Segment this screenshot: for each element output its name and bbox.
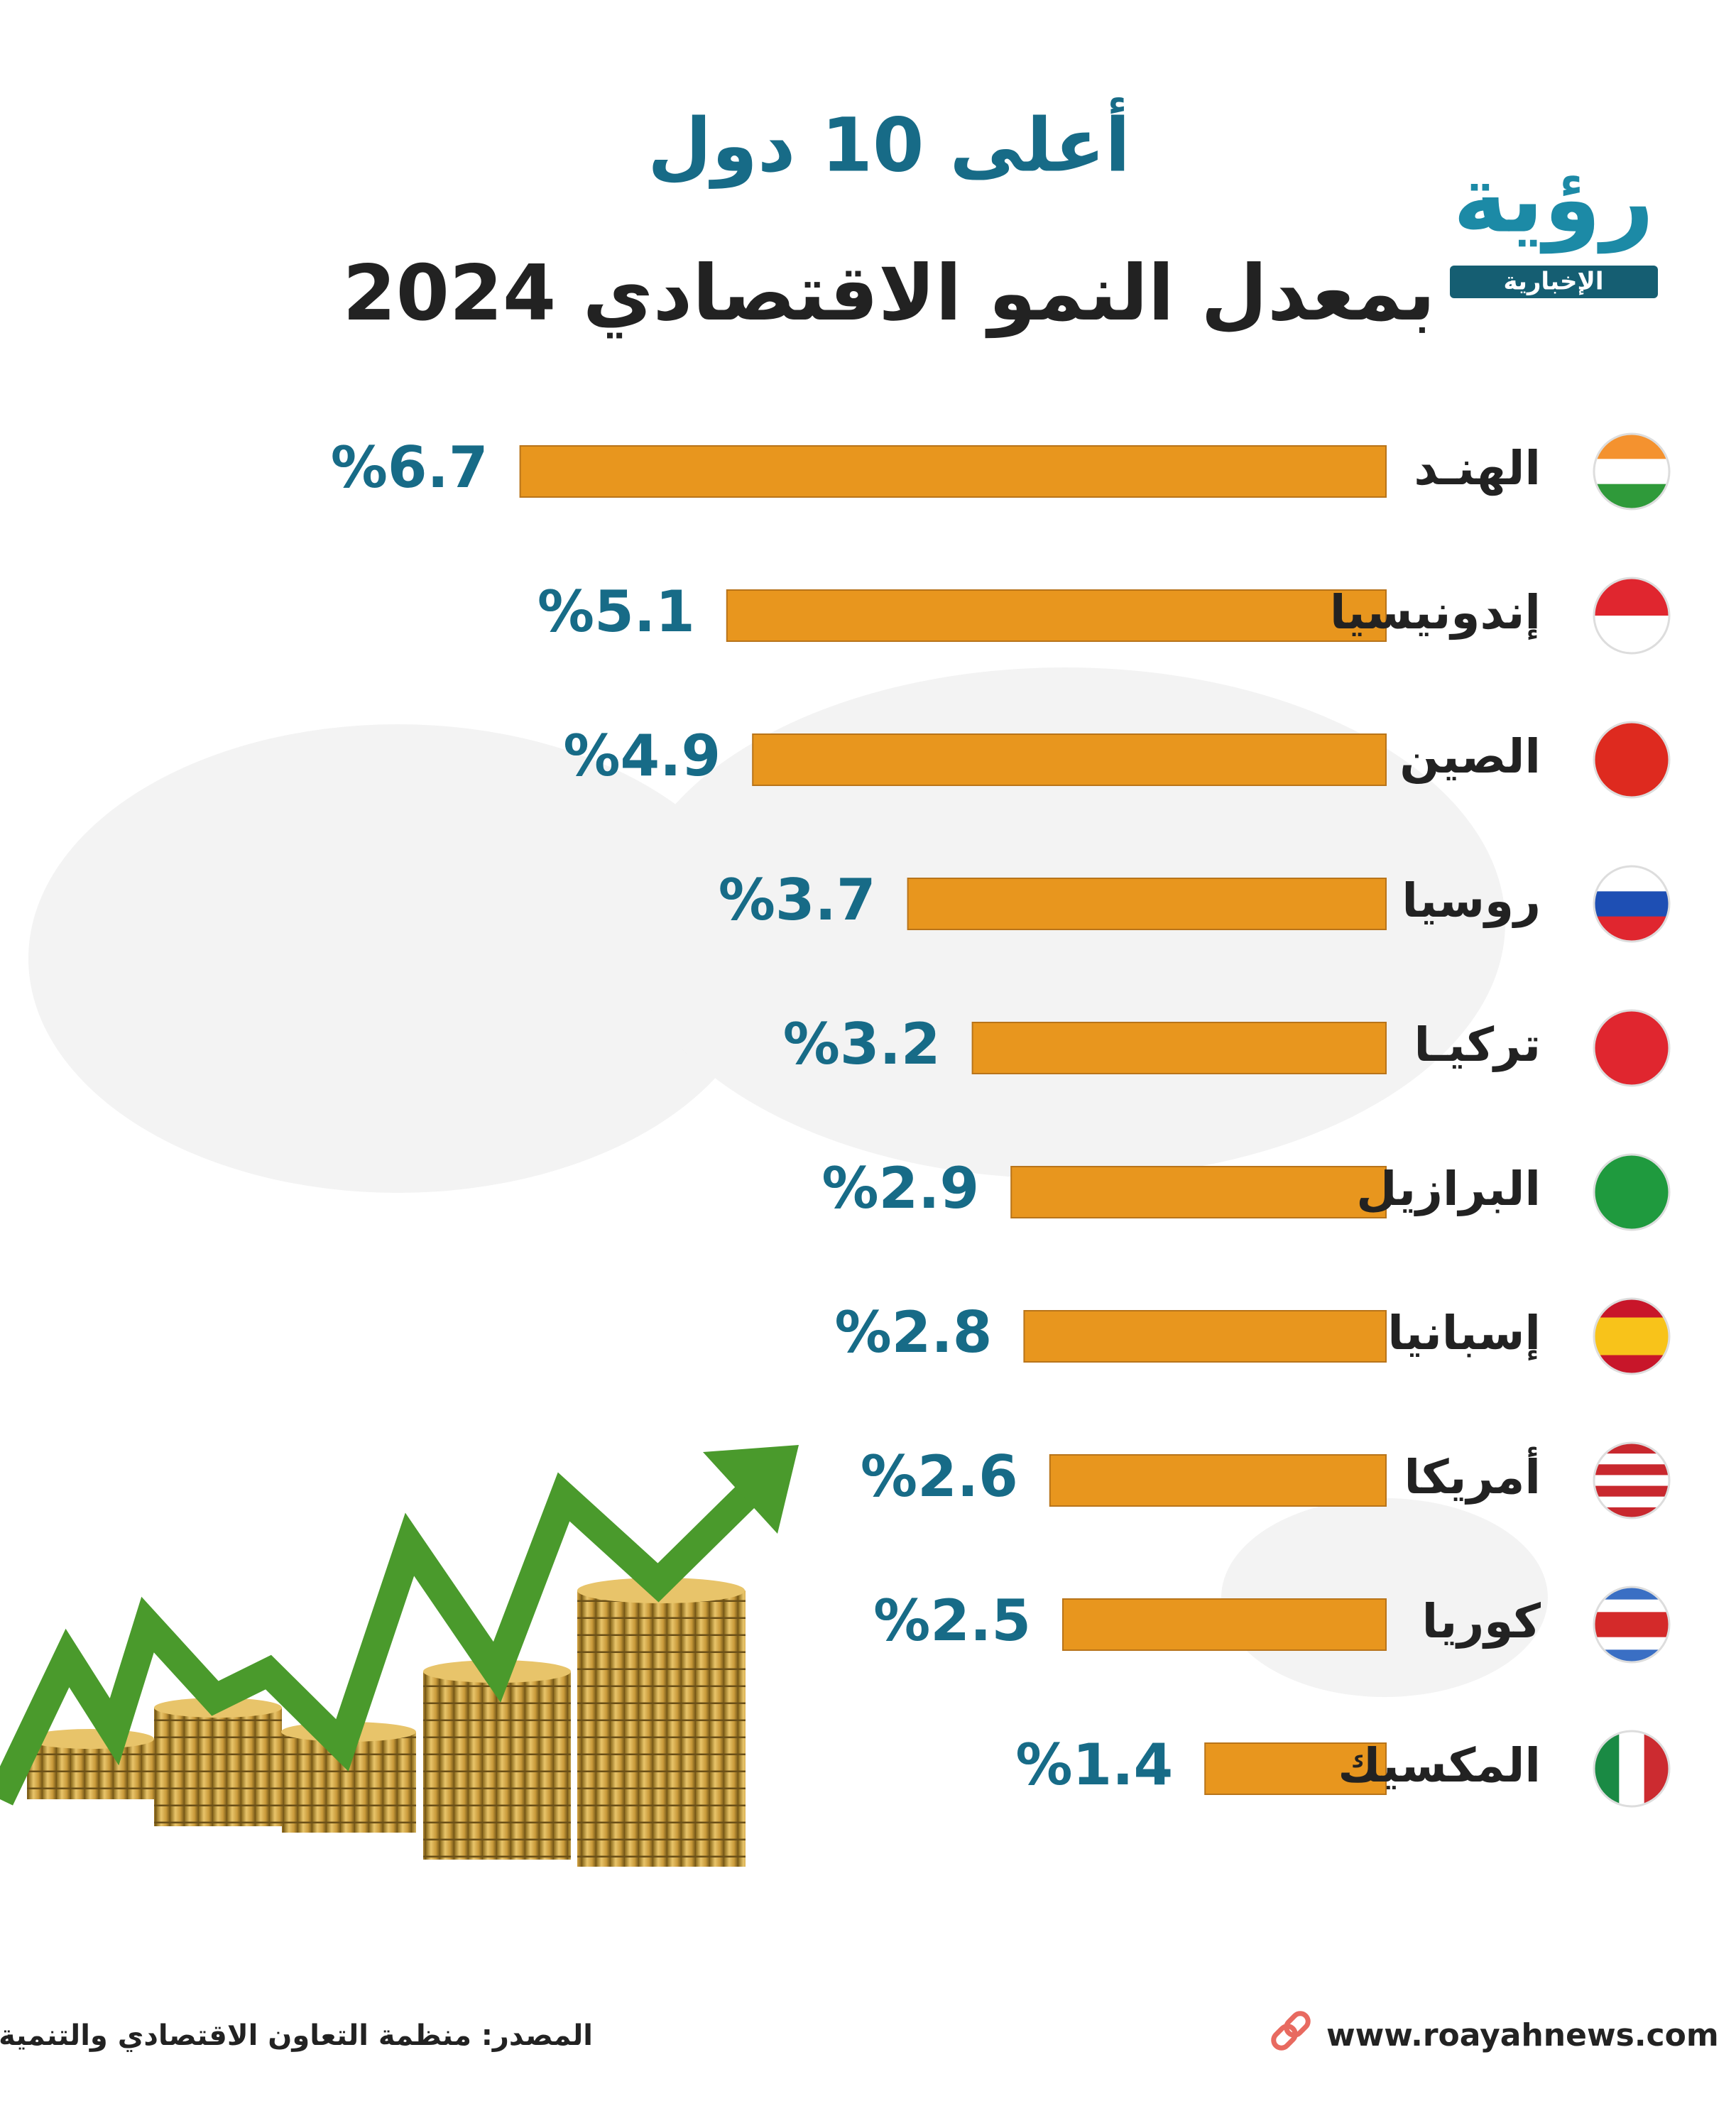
flag-stripe: [1594, 1464, 1669, 1476]
flag-stripe: [1594, 578, 1669, 616]
flag-stripe: [1594, 1453, 1669, 1466]
category-label: إندونيسيا: [1330, 585, 1541, 640]
flag-stripe: [1594, 1355, 1669, 1374]
flag-rim: [1593, 1730, 1671, 1808]
flag-stripe: [1594, 1637, 1669, 1651]
flag-stripe: [1594, 1485, 1669, 1497]
flag-stripe: [1594, 722, 1669, 797]
flag-rim: [1593, 1153, 1671, 1231]
value-label: %2.5: [873, 1588, 1031, 1654]
category-label: تركيـا: [1414, 1017, 1541, 1072]
bar: [1049, 1454, 1387, 1507]
value-label: %2.8: [835, 1299, 993, 1365]
bar: [1204, 1742, 1387, 1795]
logo-band: [1450, 266, 1658, 298]
flag-stripe: [1594, 1317, 1669, 1337]
bar: [907, 878, 1387, 930]
flag-rim: [1593, 1009, 1671, 1087]
flag-stripe: [1594, 1155, 1669, 1230]
flag-stripe: [1619, 1731, 1645, 1806]
flag-stripe: [1594, 616, 1669, 653]
flag: [1594, 1443, 1669, 1518]
flag-rim: [1593, 1297, 1671, 1375]
flag-stripe: [1594, 1731, 1620, 1806]
flag-stripe: [1594, 866, 1669, 893]
flag-stripe: [1594, 1336, 1669, 1356]
flag-stripe: [1594, 434, 1669, 460]
category-label: الصين: [1399, 729, 1541, 784]
value-label: %2.6: [861, 1444, 1018, 1510]
flag: [1594, 1587, 1669, 1662]
category-label: كوريا: [1422, 1594, 1541, 1649]
value-label: %4.9: [563, 723, 721, 789]
category-label: روسيا: [1402, 873, 1541, 929]
category-label: إسبانيا: [1387, 1306, 1541, 1361]
flag: [1594, 722, 1669, 797]
footer-website[interactable]: www.roayahnews.com: [1326, 2017, 1719, 2053]
flag-rim: [1593, 865, 1671, 943]
category-label: أمريكا: [1404, 1446, 1541, 1505]
flag-stripe: [1594, 1496, 1669, 1508]
category-label: الهنـد: [1414, 441, 1541, 496]
flag-rim: [1593, 1586, 1671, 1664]
link-icon: [1271, 2011, 1311, 2051]
bar: [726, 589, 1387, 642]
flag-rim: [1593, 1441, 1671, 1520]
value-label: %3.2: [783, 1011, 941, 1077]
flag-rim: [1593, 577, 1671, 655]
bar: [1062, 1598, 1387, 1651]
flag-stripe: [1594, 1599, 1669, 1613]
bar: [519, 445, 1387, 498]
bar: [971, 1022, 1387, 1074]
growth-illustration: [0, 1445, 799, 1867]
flag-stripe: [1594, 459, 1669, 485]
flag-rim: [1593, 432, 1671, 511]
value-label: %1.4: [1015, 1732, 1173, 1798]
category-label: المكسيك: [1338, 1738, 1541, 1793]
logo: رؤية الإخبارية: [1450, 146, 1658, 298]
footer-source: المصدر: منظمة التعاون الاقتصادي والتنمية: [0, 2019, 593, 2052]
flag-stripe: [1594, 1625, 1669, 1638]
value-label: %6.7: [331, 435, 488, 501]
flag-stripe: [1594, 891, 1669, 917]
value-label: %5.1: [537, 579, 695, 645]
logo-name: رؤية: [1453, 146, 1654, 254]
flag-stripe: [1594, 1475, 1669, 1487]
logo-tagline: الإخبارية: [1503, 268, 1603, 296]
flag-stripe: [1594, 1612, 1669, 1625]
value-label: %2.9: [821, 1155, 979, 1221]
flag-rim: [1593, 721, 1671, 799]
flag-stripe: [1594, 1010, 1669, 1086]
category-label: البرازيل: [1356, 1162, 1541, 1216]
bar: [1023, 1310, 1387, 1363]
chart-title: أعلى 10 دول: [648, 97, 1130, 189]
bar: [1010, 1166, 1387, 1218]
bar: [752, 733, 1387, 786]
flag: [1594, 1010, 1669, 1086]
flag: [1594, 1155, 1669, 1230]
chart-subtitle: بمعدل النمو الاقتصادي 2024: [343, 249, 1436, 339]
value-label: %3.7: [719, 867, 876, 933]
